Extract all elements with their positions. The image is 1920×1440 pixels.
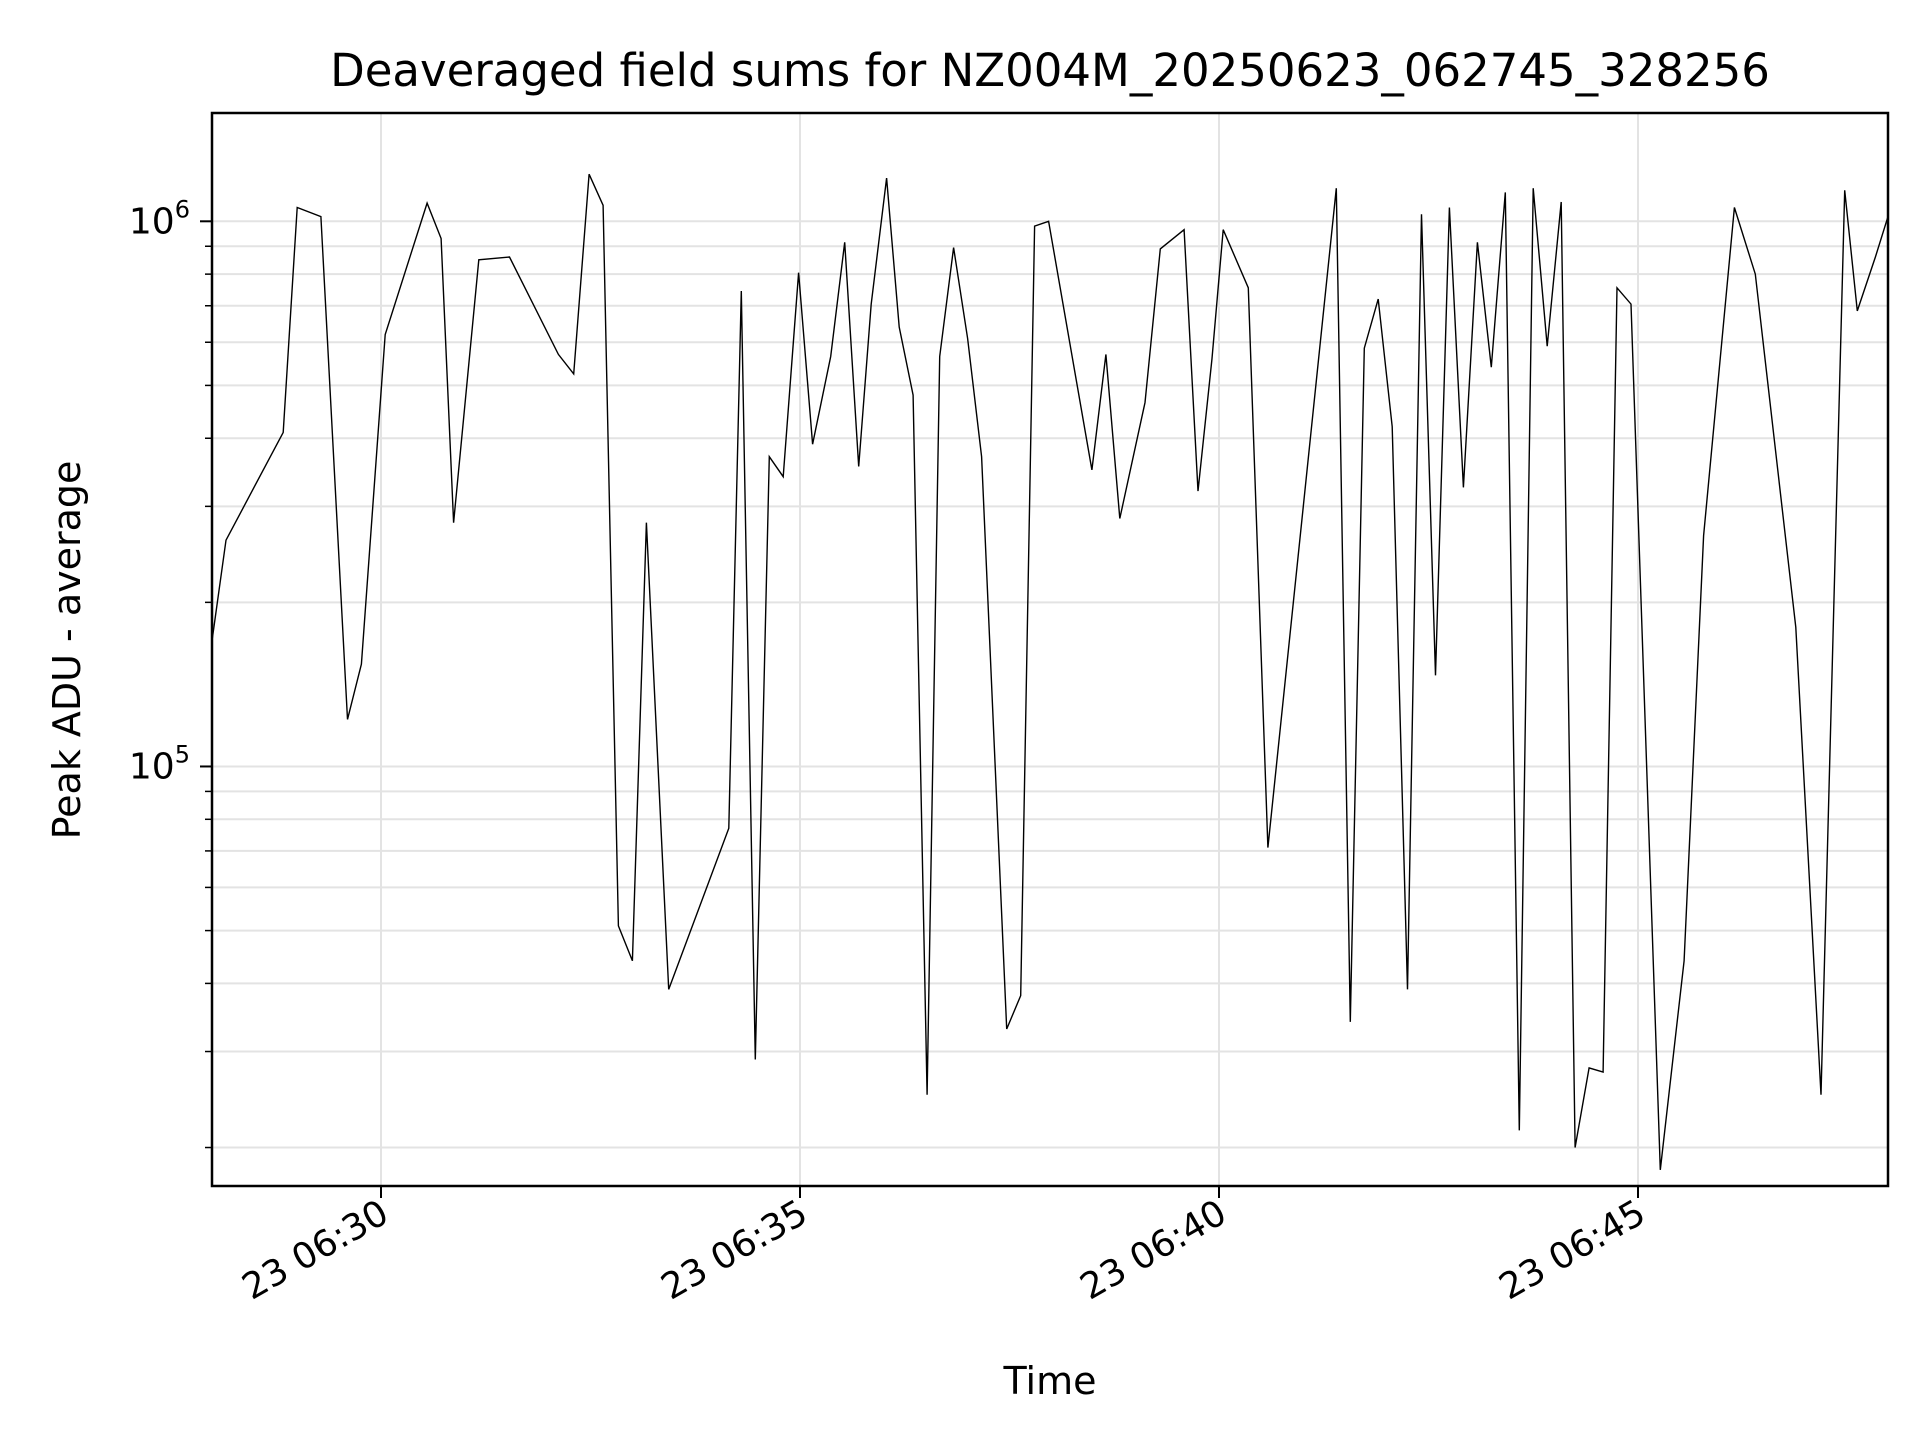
chart-title: Deaveraged field sums for NZ004M_2025062…	[330, 44, 1770, 97]
series-layer	[211, 173, 1889, 1170]
y-axis-label: Peak ADU - average	[45, 461, 89, 840]
y-axis-ticks: 105 106	[129, 195, 212, 1149]
plot-frame	[210, 111, 1890, 1188]
series-line	[211, 173, 1889, 1170]
x-axis-label: Time	[1003, 1359, 1097, 1403]
gridlines	[212, 113, 1888, 1186]
y-tick-label: 105	[129, 740, 190, 787]
y-tick-label: 106	[129, 195, 190, 242]
